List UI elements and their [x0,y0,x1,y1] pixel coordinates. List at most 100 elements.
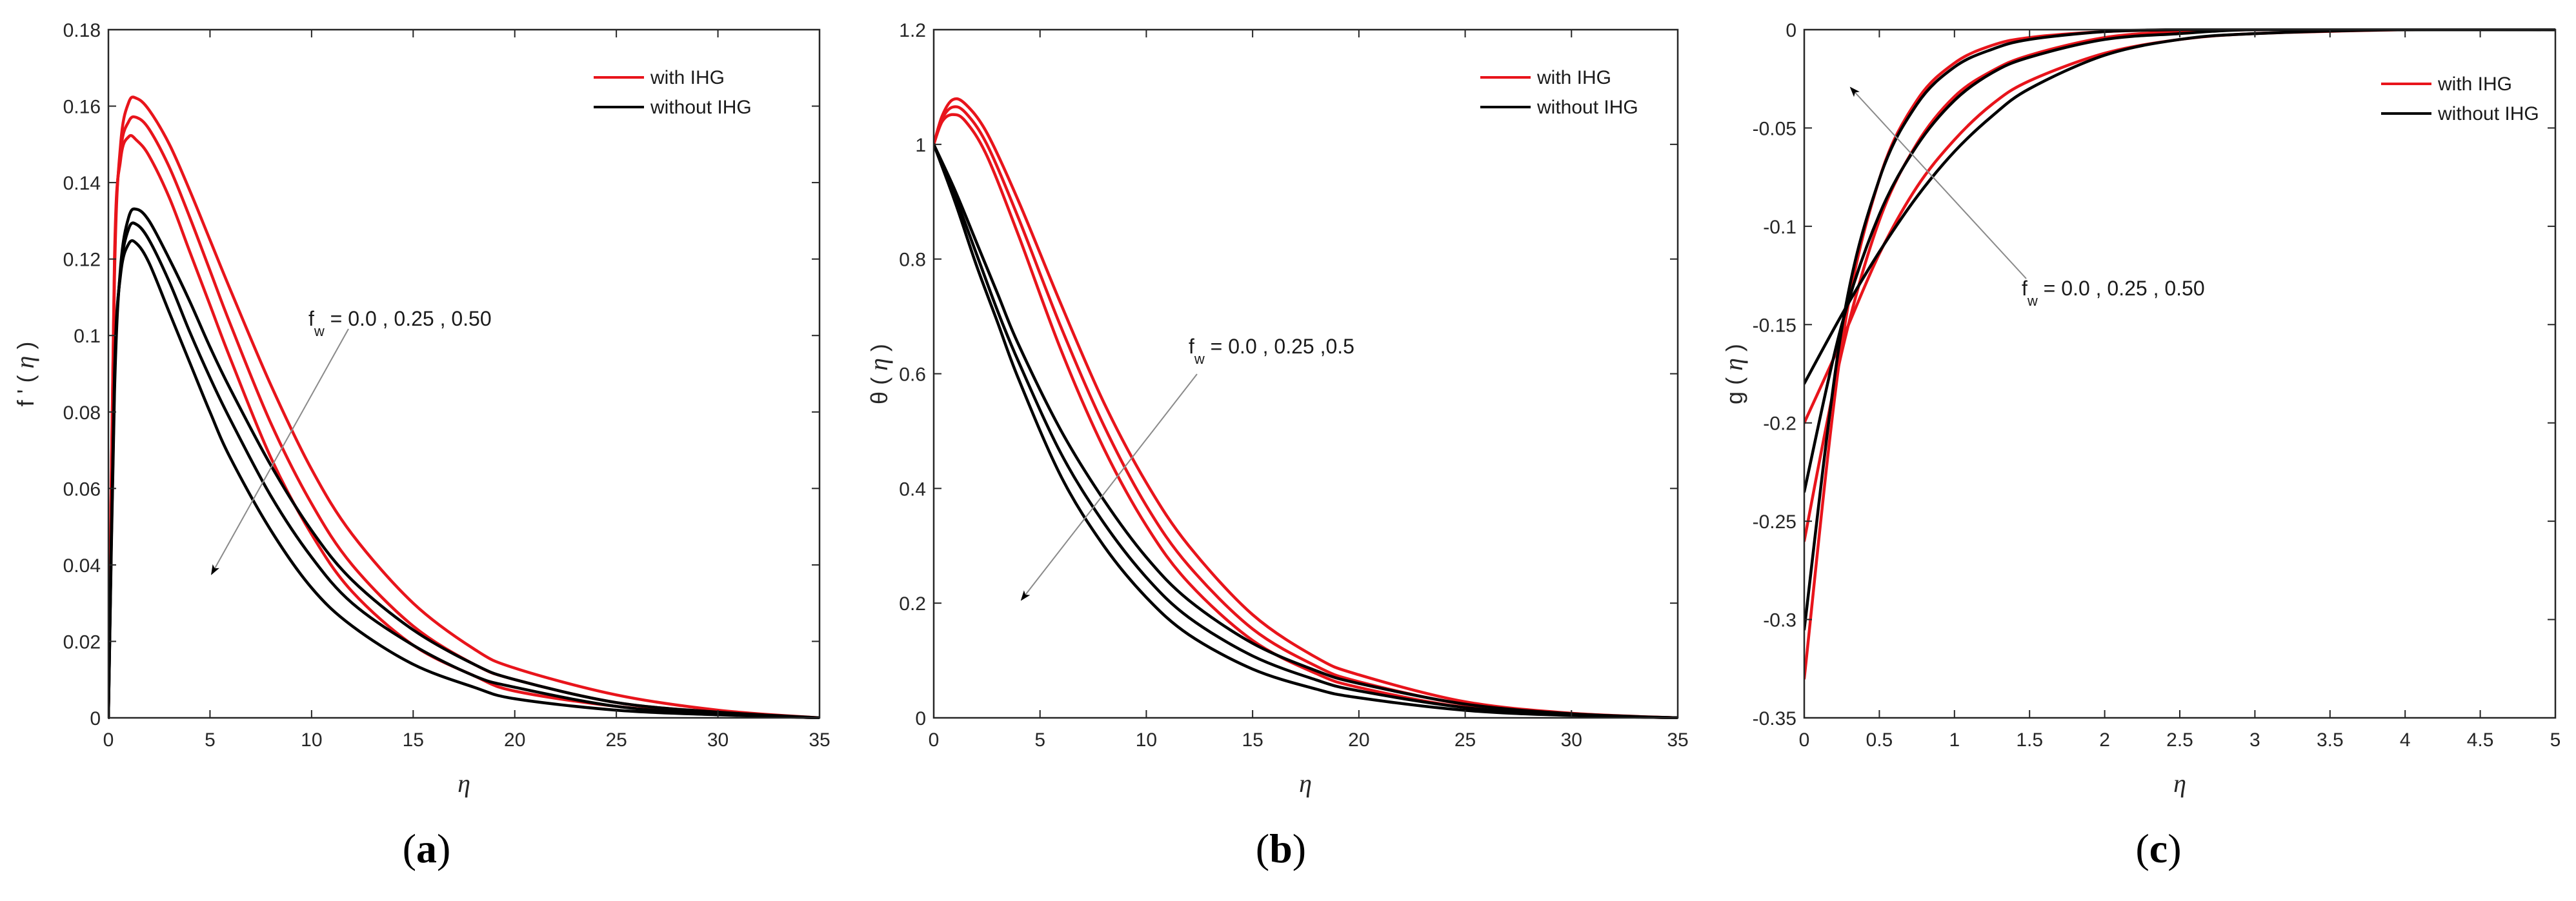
x-tick-label: 25 [1454,729,1476,751]
y-tick-label: 0.02 [63,631,101,653]
y-tick-label: 0.16 [63,97,101,118]
y-tick-label: 0.8 [899,250,926,271]
y-tick-label: 0.08 [63,402,101,424]
series-line-without-ihg-3 [108,239,820,719]
y-tick-label: 0 [90,708,101,729]
y-axis-label-pre: g ( [1721,371,1747,404]
y-tick-label: -0.15 [1753,315,1796,336]
panel-label: (a) [403,826,451,871]
x-tick-label: 5 [2550,729,2561,751]
annotation-values: = 0.0 , 0.25 , 0.50 [2038,277,2205,300]
x-tick-label: 0.5 [1866,729,1893,751]
x-axis-label: η [2173,769,2186,798]
series-group [108,95,820,719]
y-tick-label: 0.06 [63,479,101,500]
panel-label-close: ) [1293,826,1306,871]
x-tick-label: 0 [1799,729,1810,751]
panel-c: 0 0.5 1 1.5 2 2.5 3 3.5 4 4.5 5 -0.35 -0.3 -0.25 -0.2 -… [1719,20,2561,871]
series-line-with-ihg-3 [108,134,820,719]
panel-label-open: ( [403,826,416,871]
x-tick-label: 4 [2400,729,2411,751]
y-tick-label: 0.04 [63,555,101,577]
annotation-arrow [211,328,349,575]
x-tick-label: 15 [1242,729,1263,751]
x-tick-label: 20 [504,729,525,751]
y-tick-label: 0 [1786,20,1796,41]
annotation-subscript: w [1194,351,1205,367]
legend-label-without-ihg: without IHG [2437,103,2539,124]
plot-area [1804,30,2555,718]
annotation-values: = 0.0 , 0.25 ,0.5 [1205,335,1354,358]
x-tick-label: 5 [1034,729,1045,751]
panel-label-letter: a [416,826,437,871]
y-axis-label-post: ) [1721,344,1747,358]
x-tick-label: 25 [605,729,627,751]
y-axis-label-symbol: η [1719,358,1748,371]
y-axis-label-symbol: η [864,358,893,371]
x-tick-label: 35 [1667,729,1688,751]
y-tick-label: 0.18 [63,20,101,41]
annotation-text: fw = 0.0 , 0.25 , 0.50 [308,307,492,339]
x-tick-label: 35 [809,729,830,751]
series-line-with-ihg-3 [1804,28,2555,680]
annotation-prefix: f [1189,335,1194,358]
y-tick-label: 0.12 [63,250,101,271]
y-tick-label: 0.1 [74,326,101,347]
annotation-values: = 0.0 , 0.25 , 0.50 [325,307,492,330]
y-axis-label-post: ) [12,342,39,356]
annotation-prefix: f [2022,277,2028,300]
panel-label-letter: c [2149,826,2168,871]
x-tick-label: 30 [1561,729,1582,751]
y-tick-label: 1 [915,135,926,156]
panel-label-open: ( [1256,826,1269,871]
annotation-prefix: f [308,307,314,330]
series-group [1804,28,2555,680]
legend-label-without-ihg: without IHG [650,97,752,118]
plot-area [934,30,1678,718]
x-tick-label: 10 [1136,729,1157,751]
annotation-arrow [1020,373,1198,601]
y-tick-label: -0.35 [1753,708,1796,729]
x-tick-label: 4.5 [2467,729,2494,751]
y-axis-label: θ ( η ) [864,344,893,404]
legend-label-with-ihg: with IHG [650,67,725,88]
legend-label-with-ihg: with IHG [1536,67,1611,88]
y-tick-label: -0.25 [1753,511,1796,533]
x-tick-label: 1 [1949,729,1960,751]
y-tick-label: 0.2 [899,593,926,615]
annotation-text: fw = 0.0 , 0.25 ,0.5 [1189,335,1354,367]
y-tick-label: -0.05 [1753,118,1796,139]
x-tick-label: 0 [929,729,940,751]
annotation-text: fw = 0.0 , 0.25 , 0.50 [2022,277,2205,309]
annotation-subscript: w [314,323,325,339]
y-tick-label: 1.2 [899,20,926,41]
panel-label-close: ) [2168,826,2181,871]
panel-label-open: ( [2135,826,2149,871]
x-tick-label: 20 [1348,729,1369,751]
y-axis-label-post: ) [866,344,892,358]
x-tick-label: 1.5 [2016,729,2043,751]
series-line-without-ihg-2 [934,143,1678,719]
annotation-arrow [1849,86,2027,279]
series-line-without-ihg-1 [934,143,1678,719]
plot-area [108,30,820,718]
x-tick-label: 15 [403,729,424,751]
x-tick-label: 0 [103,729,114,751]
panel-label-letter: b [1269,826,1293,871]
x-tick-label: 2 [2099,729,2110,751]
panel-label: (b) [1256,826,1306,871]
y-tick-label: -0.1 [1763,217,1796,238]
y-axis-label: g ( η ) [1719,344,1748,404]
y-tick-label: 0.6 [899,364,926,386]
x-tick-label: 30 [707,729,729,751]
y-axis-label-pre: f ' ( [12,368,39,406]
y-axis-label: f ' ( η ) [10,342,39,407]
legend: with IHG without IHG [594,67,752,118]
x-tick-label: 2.5 [2166,729,2193,751]
legend-label-without-ihg: without IHG [1536,97,1638,118]
legend: with IHG without IHG [1480,67,1638,118]
panel-label-close: ) [437,826,450,871]
y-tick-label: 0.14 [63,173,101,194]
